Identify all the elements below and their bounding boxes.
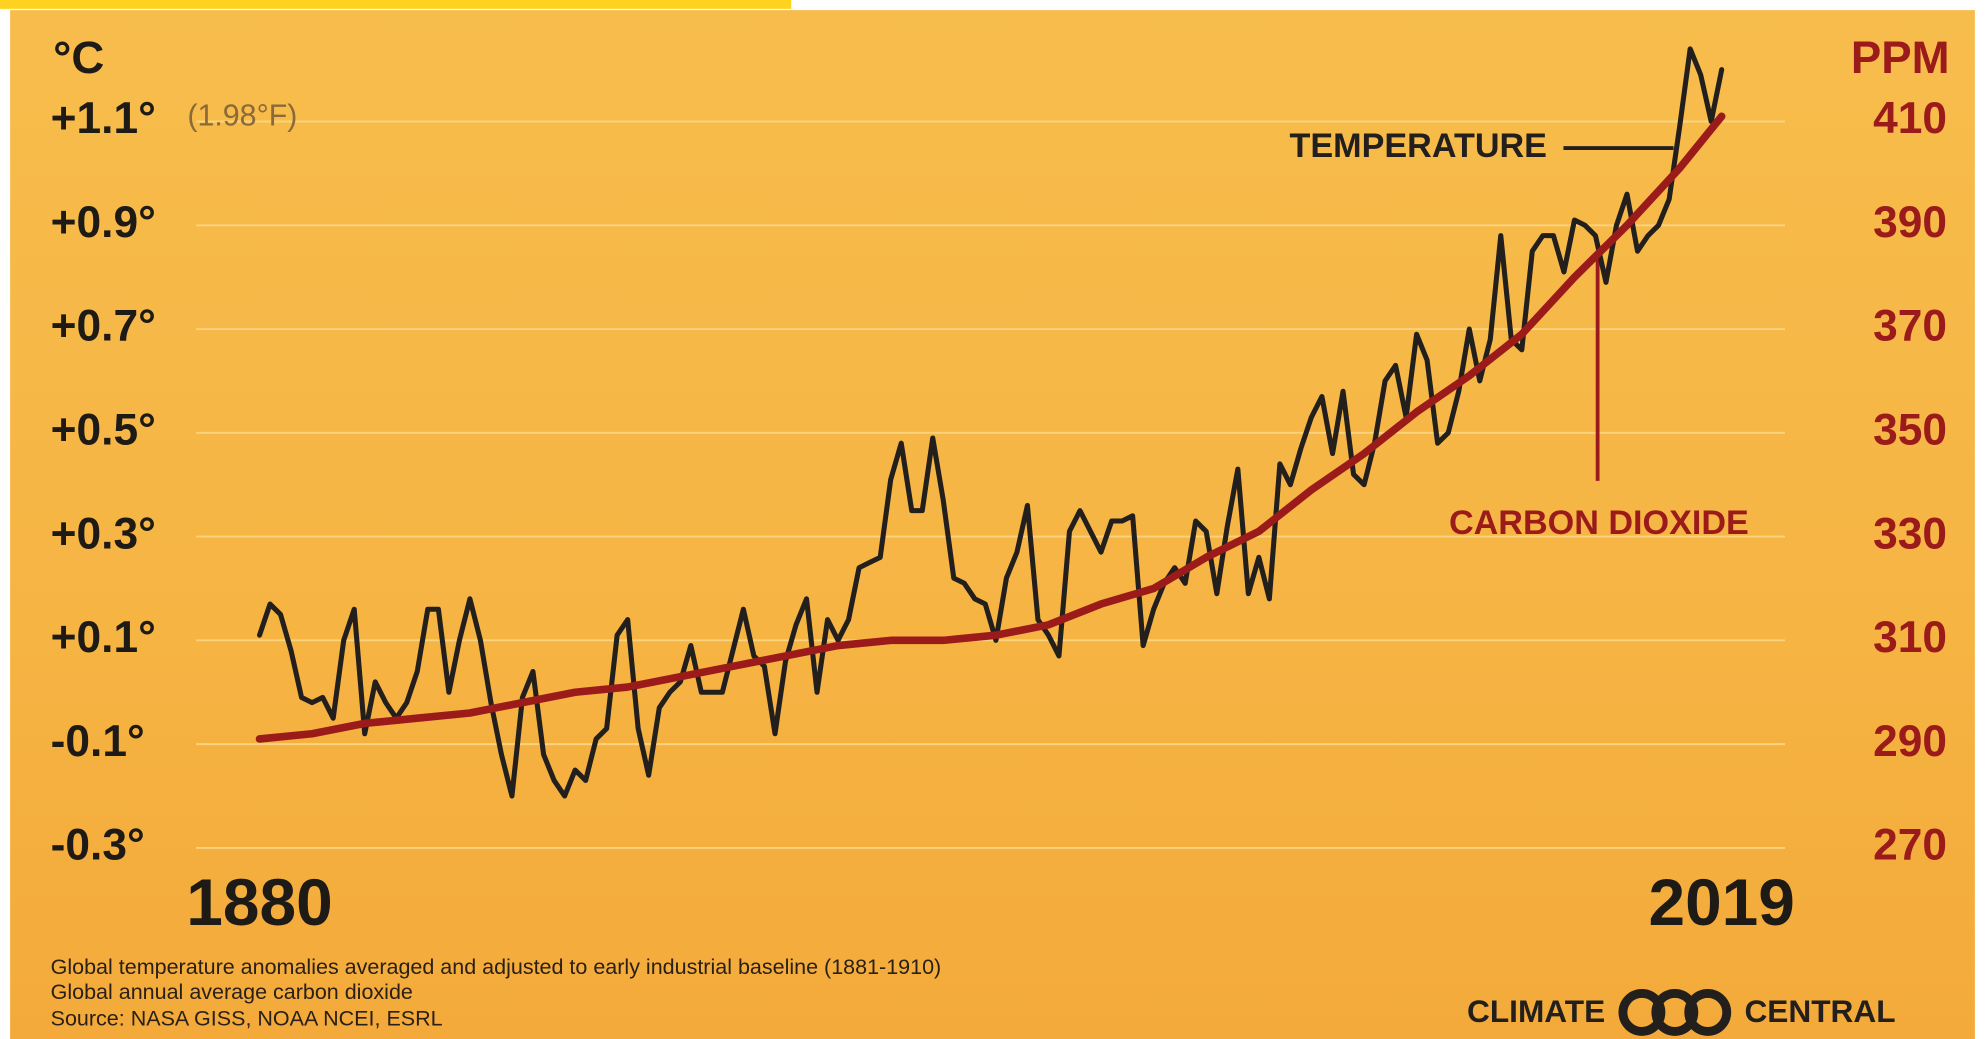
note: Global annual average carbon dioxide <box>51 980 413 1004</box>
temperature-label: TEMPERATURE <box>1289 127 1546 165</box>
y2-tick-label: 290 <box>1873 717 1947 766</box>
brand-logo <box>1618 989 1732 1036</box>
y-tick-label: -0.3° <box>51 821 145 870</box>
source: Source: NASA GISS, NOAA NCEI, ESRL <box>51 1007 443 1031</box>
x-tick-label: 2019 <box>1648 865 1794 939</box>
y-tick-label: +1.1° <box>51 94 156 143</box>
y-tick-label: +0.9° <box>51 198 156 247</box>
y-tick-label: +0.3° <box>51 509 156 558</box>
y2-tick-label: 270 <box>1873 821 1947 870</box>
y2-tick-label: 390 <box>1873 198 1947 247</box>
y-axis-unit: °C <box>53 32 104 83</box>
x-tick-label: 1880 <box>186 865 332 939</box>
y-tick-label: -0.1° <box>51 717 145 766</box>
y-tick-label: +0.1° <box>51 613 156 662</box>
top-bar <box>0 0 792 9</box>
y2-tick-label: 310 <box>1873 613 1947 662</box>
co2-label: CARBON DIOXIDE <box>1449 504 1749 542</box>
y2-axis-unit: PPM <box>1851 32 1950 83</box>
brand-left: CLIMATE <box>1467 993 1605 1029</box>
y2-tick-label: 370 <box>1873 302 1947 351</box>
y2-tick-label: 350 <box>1873 406 1947 455</box>
fahrenheit-note: (1.98°F) <box>187 100 297 133</box>
series-line <box>255 112 1726 743</box>
y2-tick-label: 330 <box>1873 509 1947 558</box>
grid <box>196 120 1785 849</box>
y-tick-label: +0.5° <box>51 406 156 455</box>
y-tick-label: +0.7° <box>51 302 156 351</box>
note: Global temperature anomalies averaged an… <box>51 955 942 979</box>
brand-right: CENTRAL <box>1744 993 1895 1029</box>
background <box>10 10 1975 1039</box>
y2-tick-label: 410 <box>1873 94 1947 143</box>
